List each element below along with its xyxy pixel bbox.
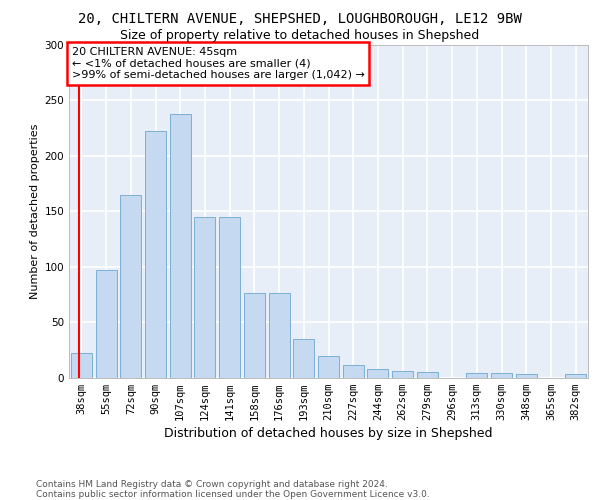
Bar <box>417 372 438 378</box>
Bar <box>392 371 413 378</box>
Bar <box>95 270 116 378</box>
Bar <box>343 366 364 378</box>
Bar <box>565 374 586 378</box>
Text: 20, CHILTERN AVENUE, SHEPSHED, LOUGHBOROUGH, LE12 9BW: 20, CHILTERN AVENUE, SHEPSHED, LOUGHBORO… <box>78 12 522 26</box>
Bar <box>194 217 215 378</box>
Bar <box>219 217 240 378</box>
Bar <box>367 368 388 378</box>
Bar <box>293 338 314 378</box>
Bar <box>120 194 141 378</box>
Text: Contains HM Land Registry data © Crown copyright and database right 2024.
Contai: Contains HM Land Registry data © Crown c… <box>36 480 430 499</box>
Text: 20 CHILTERN AVENUE: 45sqm
← <1% of detached houses are smaller (4)
>99% of semi-: 20 CHILTERN AVENUE: 45sqm ← <1% of detac… <box>71 46 364 80</box>
Bar <box>71 353 92 378</box>
Bar <box>269 294 290 378</box>
Bar <box>145 132 166 378</box>
Y-axis label: Number of detached properties: Number of detached properties <box>30 124 40 299</box>
X-axis label: Distribution of detached houses by size in Shepshed: Distribution of detached houses by size … <box>164 427 493 440</box>
Bar <box>170 114 191 378</box>
Bar <box>244 294 265 378</box>
Bar <box>516 374 537 378</box>
Bar <box>318 356 339 378</box>
Bar <box>466 373 487 378</box>
Bar <box>491 373 512 378</box>
Text: Size of property relative to detached houses in Shepshed: Size of property relative to detached ho… <box>121 29 479 42</box>
